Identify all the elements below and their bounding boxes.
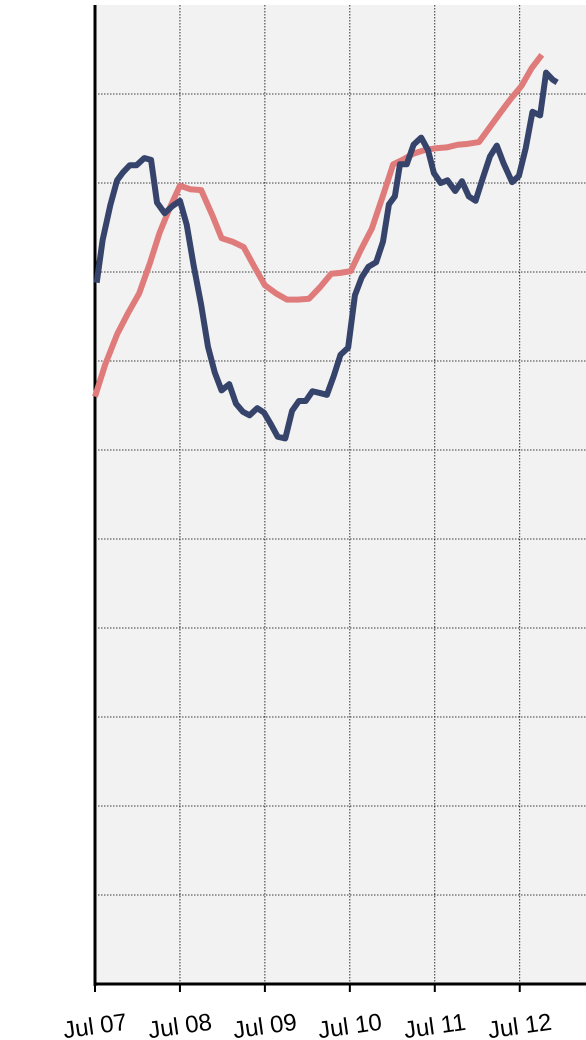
x-tick-label: Jul 09: [231, 1009, 298, 1040]
x-tick-label: Jul 12: [486, 1009, 553, 1040]
plot-background: [95, 5, 586, 984]
x-tick-label: Jul 11: [402, 1009, 467, 1040]
x-tick-label: Jul 10: [316, 1009, 383, 1040]
line-series: [93, 69, 559, 442]
x-tick-label: Jul 07: [61, 1009, 128, 1040]
x-tick-label: Jul 08: [146, 1009, 213, 1040]
